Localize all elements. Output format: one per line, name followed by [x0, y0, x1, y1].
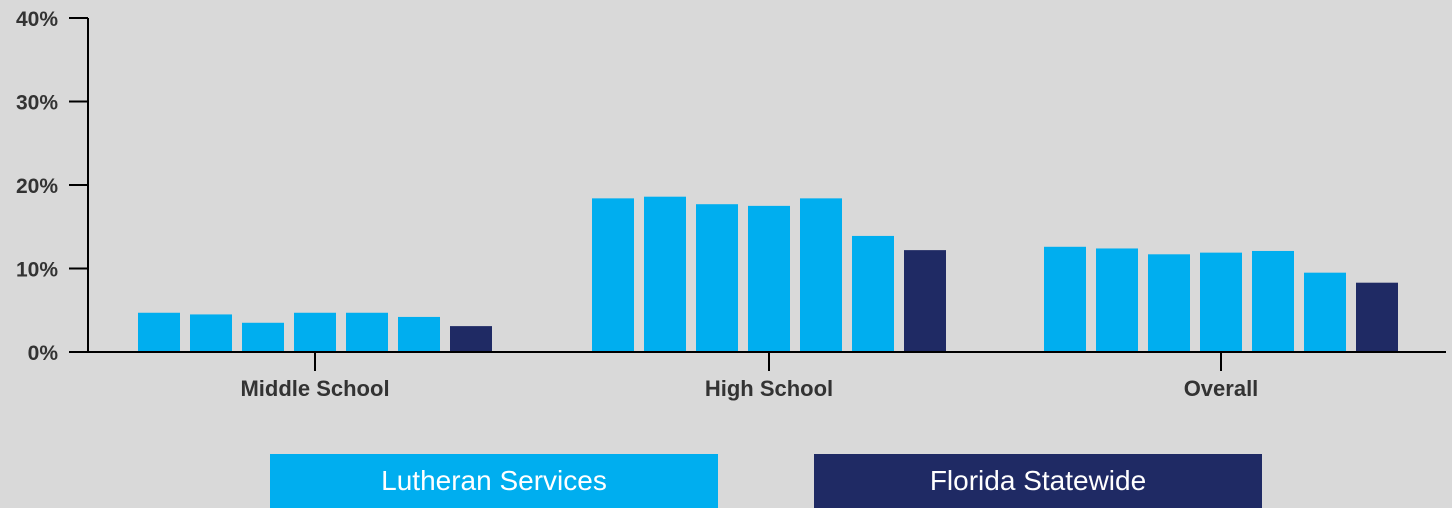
- legend-item-lutheran-services: Lutheran Services: [270, 454, 718, 508]
- bar: [644, 196, 686, 352]
- y-tick-label: 40%: [16, 8, 58, 31]
- bar: [294, 312, 336, 352]
- bar: [450, 326, 492, 352]
- bar: [904, 250, 946, 352]
- bar: [346, 312, 388, 352]
- bar: [138, 312, 180, 352]
- legend-item-florida-statewide: Florida Statewide: [814, 454, 1262, 508]
- legend-label-lutheran-services: Lutheran Services: [381, 465, 607, 496]
- bar: [748, 205, 790, 352]
- bar: [1148, 254, 1190, 352]
- bars: [138, 196, 1398, 352]
- bar: [190, 314, 232, 352]
- legend-label-florida-statewide: Florida Statewide: [929, 465, 1147, 496]
- y-tick-label: 30%: [16, 92, 58, 115]
- bar: [1252, 250, 1294, 352]
- bar: [696, 204, 738, 352]
- bar: [242, 322, 284, 352]
- bar: [592, 198, 634, 352]
- bar-chart: 0% 10% 20% 30% 40% Middle School High School O…: [16, 8, 1446, 401]
- bar: [852, 235, 894, 352]
- x-category-label: Middle School: [240, 376, 389, 401]
- y-tick-label: 0%: [28, 342, 59, 365]
- bar: [1304, 272, 1346, 352]
- x-axis: Middle School High School Overall: [88, 351, 1446, 401]
- bar: [1044, 246, 1086, 352]
- bar: [398, 316, 440, 352]
- y-axis: 0% 10% 20% 30% 40%: [16, 8, 89, 365]
- x-category-label: Overall: [1184, 376, 1259, 401]
- bar: [1096, 248, 1138, 352]
- y-tick-label: 20%: [16, 175, 58, 198]
- bar: [1200, 252, 1242, 352]
- bar: [1356, 282, 1398, 352]
- bar: [800, 198, 842, 352]
- x-category-label: High School: [705, 376, 833, 401]
- y-tick-label: 10%: [16, 259, 58, 282]
